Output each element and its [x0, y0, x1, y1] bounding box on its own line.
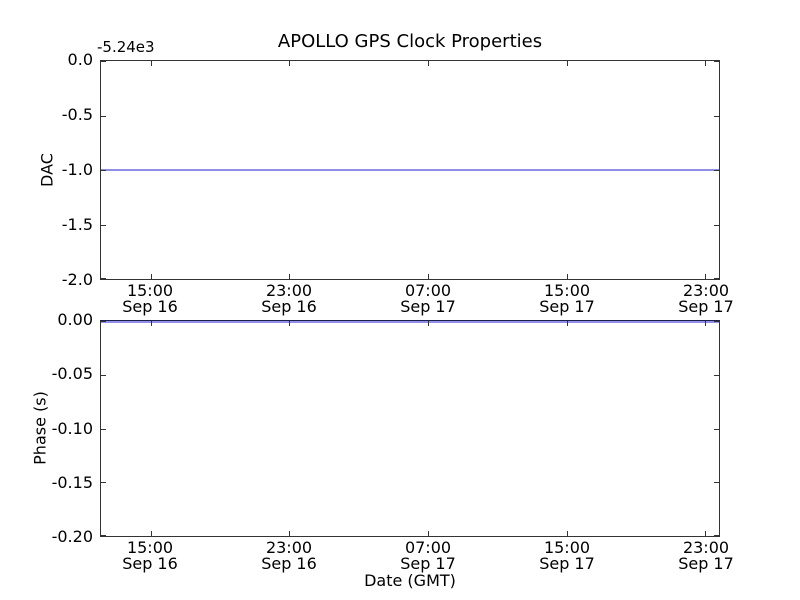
tick-mark [101, 375, 106, 376]
tick-mark [714, 278, 719, 279]
tick-mark [714, 61, 719, 62]
tick-mark [428, 274, 429, 279]
tick-mark [151, 321, 152, 326]
x-tick-label: 15:00 Sep 16 [105, 540, 195, 572]
tick-mark [101, 535, 106, 536]
tick-mark [289, 274, 290, 279]
x-tick-label: 23:00 Sep 17 [661, 283, 751, 315]
tick-mark [101, 225, 106, 226]
tick-mark [714, 321, 719, 322]
dac-data-line [101, 169, 719, 171]
x-tick-date: Sep 16 [122, 554, 178, 573]
phase-data-line [101, 321, 719, 323]
x-tick-date: Sep 17 [678, 554, 734, 573]
x-tick-time: 07:00 [404, 538, 452, 557]
x-tick-date: Sep 17 [400, 297, 456, 316]
tick-mark [101, 429, 106, 430]
tick-mark [567, 61, 568, 66]
x-tick-time: 15:00 [543, 281, 591, 300]
tick-mark [705, 61, 706, 66]
tick-mark [151, 531, 152, 536]
tick-mark [151, 274, 152, 279]
x-tick-date: Sep 16 [261, 297, 317, 316]
x-tick-date: Sep 17 [539, 554, 595, 573]
y-tick-label: -1.0 [61, 160, 93, 179]
tick-mark [428, 61, 429, 66]
y-tick-label: -1.5 [61, 215, 93, 234]
dac-plot-area [100, 60, 720, 280]
chart-title: APOLLO GPS Clock Properties [277, 31, 543, 52]
x-tick-time: 23:00 [682, 538, 730, 557]
y-tick-label: 0.00 [57, 310, 93, 329]
tick-mark [705, 531, 706, 536]
x-tick-time: 23:00 [682, 281, 730, 300]
x-tick-date: Sep 17 [400, 554, 456, 573]
tick-mark [151, 61, 152, 66]
x-tick-label: 15:00 Sep 17 [522, 283, 612, 315]
tick-mark [289, 321, 290, 326]
tick-mark [428, 321, 429, 326]
x-tick-time: 15:00 [126, 538, 174, 557]
tick-mark [101, 61, 106, 62]
tick-mark [289, 531, 290, 536]
x-tick-label: 23:00 Sep 17 [661, 540, 751, 572]
tick-mark [714, 375, 719, 376]
tick-mark [567, 531, 568, 536]
tick-mark [567, 274, 568, 279]
tick-mark [705, 274, 706, 279]
y-tick-label: -0.5 [61, 105, 93, 124]
tick-mark [289, 61, 290, 66]
y-tick-label: -0.20 [51, 527, 93, 546]
x-tick-date: Sep 16 [122, 297, 178, 316]
tick-mark [101, 278, 106, 279]
tick-mark [101, 482, 106, 483]
tick-mark [714, 482, 719, 483]
x-tick-date: Sep 17 [678, 297, 734, 316]
y-axis-label-phase: Phase (s) [30, 391, 50, 465]
tick-mark [714, 225, 719, 226]
tick-mark [714, 170, 719, 171]
x-tick-time: 15:00 [543, 538, 591, 557]
x-tick-date: Sep 16 [261, 554, 317, 573]
y-axis-offset-label: -5.24e3 [97, 38, 155, 56]
y-tick-label: -0.10 [51, 419, 93, 438]
tick-mark [101, 116, 106, 117]
tick-mark [714, 535, 719, 536]
x-tick-time: 23:00 [265, 281, 313, 300]
phase-plot-area [100, 320, 720, 537]
x-tick-label: 23:00 Sep 16 [244, 283, 334, 315]
y-tick-label: -0.05 [51, 364, 93, 383]
y-tick-label: -0.15 [51, 473, 93, 492]
x-tick-label: 15:00 Sep 16 [105, 283, 195, 315]
tick-mark [101, 170, 106, 171]
y-axis-label-dac: DAC [37, 153, 57, 187]
x-tick-label: 15:00 Sep 17 [522, 540, 612, 572]
tick-mark [101, 321, 106, 322]
y-tick-label: -2.0 [61, 270, 93, 289]
tick-mark [428, 531, 429, 536]
tick-mark [714, 429, 719, 430]
tick-mark [567, 321, 568, 326]
x-axis-label: Date (GMT) [364, 571, 456, 590]
x-tick-time: 15:00 [126, 281, 174, 300]
x-tick-time: 07:00 [404, 281, 452, 300]
x-tick-label: 07:00 Sep 17 [383, 283, 473, 315]
x-tick-date: Sep 17 [539, 297, 595, 316]
tick-mark [714, 116, 719, 117]
x-tick-label: 23:00 Sep 16 [244, 540, 334, 572]
tick-mark [705, 321, 706, 326]
x-tick-label: 07:00 Sep 17 [383, 540, 473, 572]
y-tick-label: 0.0 [67, 50, 93, 69]
x-tick-time: 23:00 [265, 538, 313, 557]
